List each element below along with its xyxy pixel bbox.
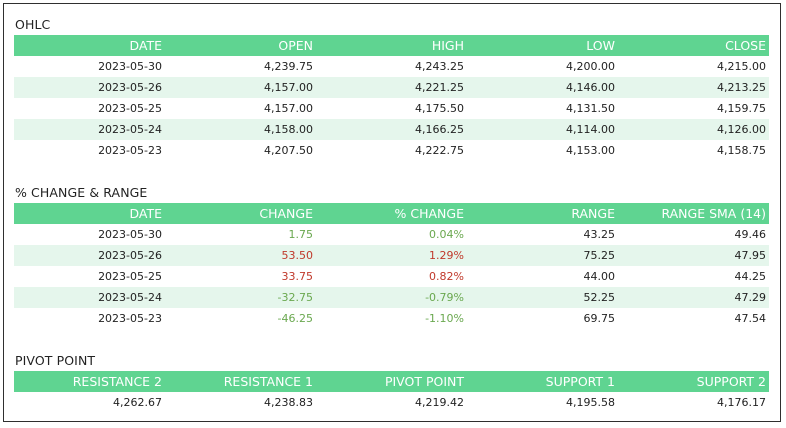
date-cell: 2023-05-23	[98, 144, 162, 157]
change-range-table: DATE CHANGE % CHANGE RANGE RANGE SMA (14…	[14, 203, 769, 329]
support-1-cell: 4,195.58	[566, 396, 615, 409]
range-sma-cell: 44.25	[734, 270, 767, 283]
percent-change-cell: -0.79%	[316, 287, 467, 308]
column-header-date: DATE	[14, 203, 165, 224]
low-cell: 4,200.00	[566, 60, 615, 73]
change-cell: 33.75	[281, 270, 314, 283]
column-header-resistance-1: RESISTANCE 1	[165, 371, 316, 392]
table-row: 2023-05-24 4,158.00 4,166.25 4,114.00 4,…	[14, 119, 769, 140]
ohlc-section-title: OHLC	[15, 17, 51, 32]
column-header-support-1: SUPPORT 1	[467, 371, 618, 392]
low-cell: 4,146.00	[467, 77, 618, 98]
table-row: 2023-05-26 53.50 1.29% 75.25 47.95	[14, 245, 769, 266]
change-section-title: % CHANGE & RANGE	[15, 185, 148, 200]
range-cell: 52.25	[467, 287, 618, 308]
open-cell: 4,239.75	[264, 60, 313, 73]
table-row: 2023-05-30 1.75 0.04% 43.25 49.46	[14, 224, 769, 245]
table-header-row: RESISTANCE 2 RESISTANCE 1 PIVOT POINT SU…	[14, 371, 769, 392]
column-header-range-sma: RANGE SMA (14)	[618, 203, 769, 224]
close-cell: 4,213.25	[618, 77, 769, 98]
range-sma-cell: 49.46	[734, 228, 767, 241]
high-cell: 4,222.75	[415, 144, 464, 157]
open-cell: 4,157.00	[165, 77, 316, 98]
ohlc-table: DATE OPEN HIGH LOW CLOSE 2023-05-30 4,23…	[14, 35, 769, 161]
range-cell: 43.25	[583, 228, 616, 241]
range-cell: 75.25	[467, 245, 618, 266]
range-cell: 44.00	[583, 270, 616, 283]
date-cell: 2023-05-25	[98, 270, 162, 283]
open-cell: 4,158.00	[165, 119, 316, 140]
table-row: 2023-05-26 4,157.00 4,221.25 4,146.00 4,…	[14, 77, 769, 98]
close-cell: 4,126.00	[618, 119, 769, 140]
table-row: 2023-05-24 -32.75 -0.79% 52.25 47.29	[14, 287, 769, 308]
table-row: 2023-05-25 4,157.00 4,175.50 4,131.50 4,…	[14, 98, 769, 119]
column-header-high: HIGH	[316, 35, 467, 56]
table-row: 4,262.67 4,238.83 4,219.42 4,195.58 4,17…	[14, 392, 769, 413]
support-2-cell: 4,176.17	[717, 396, 766, 409]
table-header-row: DATE OPEN HIGH LOW CLOSE	[14, 35, 769, 56]
change-cell: -46.25	[277, 312, 313, 325]
column-header-change: CHANGE	[165, 203, 316, 224]
high-cell: 4,175.50	[415, 102, 464, 115]
date-cell: 2023-05-26	[14, 77, 165, 98]
table-row: 2023-05-30 4,239.75 4,243.25 4,200.00 4,…	[14, 56, 769, 77]
percent-change-cell: 1.29%	[316, 245, 467, 266]
change-cell: -32.75	[165, 287, 316, 308]
range-sma-cell: 47.95	[618, 245, 769, 266]
percent-change-cell: -1.10%	[425, 312, 464, 325]
column-header-percent-change: % CHANGE	[316, 203, 467, 224]
table-row: 2023-05-25 33.75 0.82% 44.00 44.25	[14, 266, 769, 287]
column-header-resistance-2: RESISTANCE 2	[14, 371, 165, 392]
percent-change-cell: 0.04%	[429, 228, 464, 241]
high-cell: 4,243.25	[415, 60, 464, 73]
range-sma-cell: 47.29	[618, 287, 769, 308]
column-header-open: OPEN	[165, 35, 316, 56]
column-header-range: RANGE	[467, 203, 618, 224]
column-header-pivot-point: PIVOT POINT	[316, 371, 467, 392]
low-cell: 4,153.00	[566, 144, 615, 157]
pivot-point-table: RESISTANCE 2 RESISTANCE 1 PIVOT POINT SU…	[14, 371, 769, 413]
resistance-1-cell: 4,238.83	[264, 396, 313, 409]
table-header-row: DATE CHANGE % CHANGE RANGE RANGE SMA (14…	[14, 203, 769, 224]
date-cell: 2023-05-30	[98, 228, 162, 241]
range-cell: 69.75	[583, 312, 616, 325]
low-cell: 4,114.00	[467, 119, 618, 140]
resistance-2-cell: 4,262.67	[113, 396, 162, 409]
close-cell: 4,159.75	[717, 102, 766, 115]
pivot-section-title: PIVOT POINT	[15, 353, 96, 368]
date-cell: 2023-05-30	[98, 60, 162, 73]
table-row: 2023-05-23 4,207.50 4,222.75 4,153.00 4,…	[14, 140, 769, 161]
high-cell: 4,166.25	[316, 119, 467, 140]
table-row: 2023-05-23 -46.25 -1.10% 69.75 47.54	[14, 308, 769, 329]
date-cell: 2023-05-26	[14, 245, 165, 266]
change-cell: 53.50	[165, 245, 316, 266]
pivot-point-cell: 4,219.42	[415, 396, 464, 409]
close-cell: 4,215.00	[717, 60, 766, 73]
high-cell: 4,221.25	[316, 77, 467, 98]
date-cell: 2023-05-25	[98, 102, 162, 115]
range-sma-cell: 47.54	[734, 312, 767, 325]
low-cell: 4,131.50	[566, 102, 615, 115]
date-cell: 2023-05-23	[98, 312, 162, 325]
change-cell: 1.75	[288, 228, 314, 241]
column-header-low: LOW	[467, 35, 618, 56]
date-cell: 2023-05-24	[14, 287, 165, 308]
open-cell: 4,157.00	[264, 102, 313, 115]
column-header-close: CLOSE	[618, 35, 769, 56]
close-cell: 4,158.75	[717, 144, 766, 157]
percent-change-cell: 0.82%	[429, 270, 464, 283]
column-header-date: DATE	[14, 35, 165, 56]
date-cell: 2023-05-24	[14, 119, 165, 140]
open-cell: 4,207.50	[264, 144, 313, 157]
column-header-support-2: SUPPORT 2	[618, 371, 769, 392]
